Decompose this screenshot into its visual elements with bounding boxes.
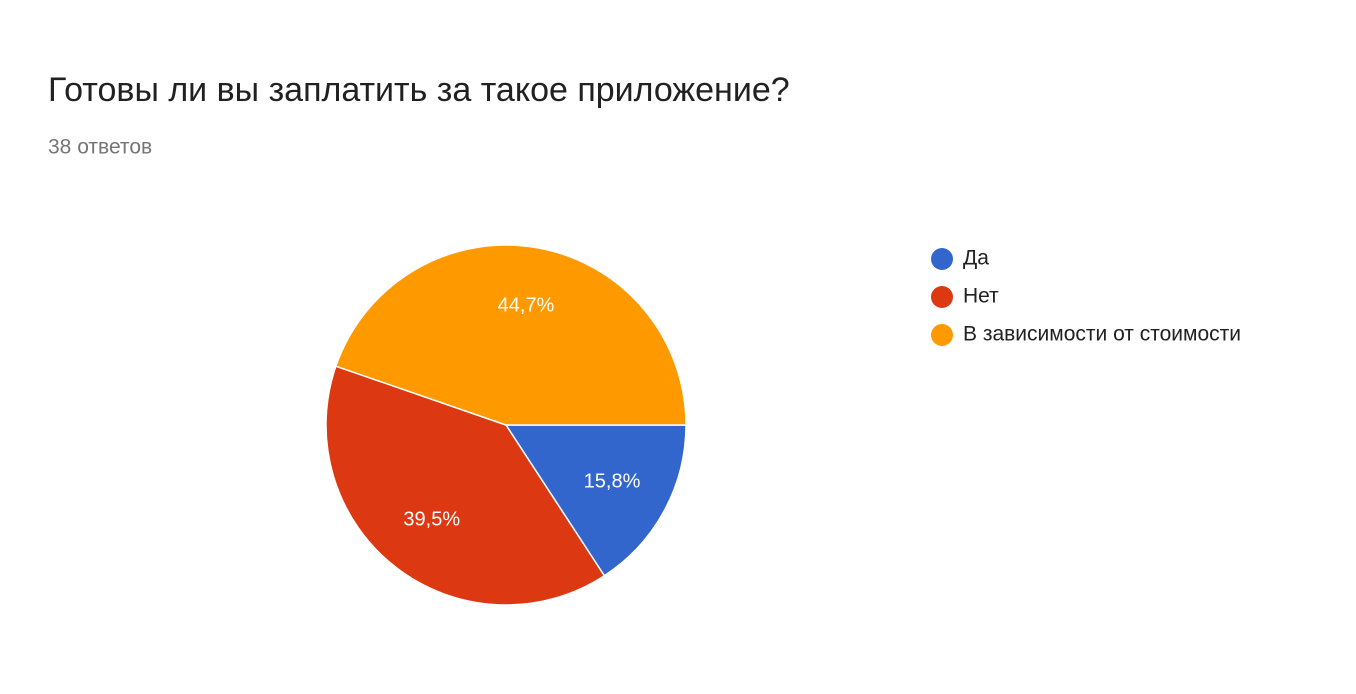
- legend-marker: [931, 286, 953, 308]
- legend-label: Да: [963, 247, 989, 270]
- legend-label: В зависимости от стоимости: [963, 323, 1241, 346]
- legend-marker: [931, 248, 953, 270]
- slice-label: 44,7%: [498, 294, 555, 316]
- chart-title: Готовы ли вы заплатить за такое приложен…: [48, 71, 790, 109]
- legend-label: Нет: [963, 285, 999, 308]
- legend-marker: [931, 324, 953, 346]
- pie-slice: [325, 365, 606, 606]
- pie-slice: [504, 424, 687, 577]
- pie-slice: [334, 244, 687, 426]
- chart-subtitle: 38 ответов: [48, 136, 152, 159]
- slice-label: 39,5%: [403, 508, 460, 530]
- slice-label: 15,8%: [584, 471, 641, 493]
